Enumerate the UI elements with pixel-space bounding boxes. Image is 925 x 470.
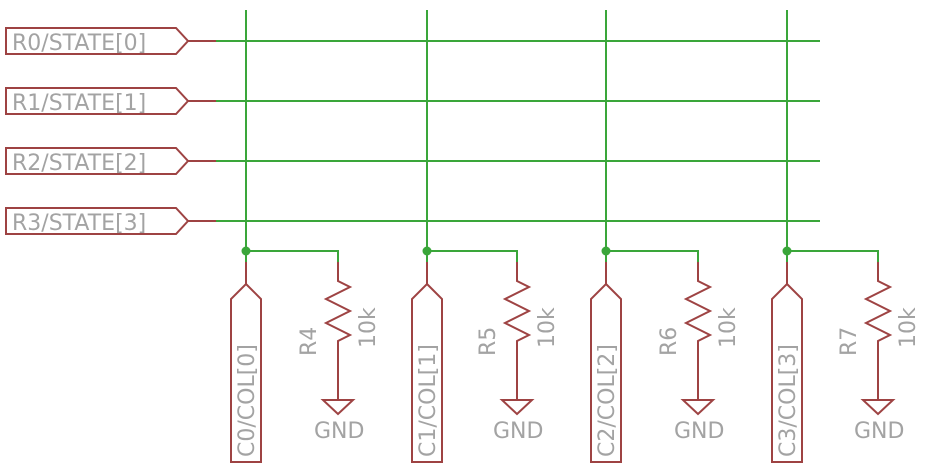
- column-port-1: C1/COL[1]: [411, 262, 443, 463]
- port-flag-shape: [411, 282, 443, 463]
- column-port-label: C2/COL[2]: [595, 344, 620, 457]
- resistor-value: 10k: [716, 307, 741, 348]
- row-port-label: R0/STATE[0]: [12, 31, 146, 56]
- ground-symbol: [680, 399, 716, 416]
- resistor-r4: R4 10k GND: [297, 262, 381, 444]
- port-flag-shape: [590, 282, 622, 463]
- column-port-label: C3/COL[3]: [776, 344, 801, 457]
- row-port-label: R1/STATE[1]: [12, 91, 146, 116]
- column-port-0: C0/COL[0]: [230, 262, 262, 463]
- ground-label: GND: [314, 419, 364, 444]
- resistor-symbol: [863, 262, 893, 400]
- port-flag-shape: [5, 147, 190, 175]
- pulldown-net-2: [606, 250, 699, 281]
- resistor-value: 10k: [896, 307, 921, 348]
- column-port-label: C1/COL[1]: [416, 344, 441, 457]
- resistor-value: 10k: [356, 307, 381, 348]
- junctions: [241, 246, 792, 256]
- resistor-symbol: [683, 262, 713, 400]
- resistor-r7: R7 10k GND: [837, 262, 921, 444]
- junction-dot: [782, 246, 792, 256]
- resistor-value: 10k: [535, 307, 560, 348]
- ground-label: GND: [493, 419, 543, 444]
- pulldown-resistors: R4 10k GND R5 10k GND R6 10k GND R7 10k …: [297, 262, 921, 444]
- row-port-label: R2/STATE[2]: [12, 151, 146, 176]
- pulldown-net-1: [427, 250, 518, 281]
- ground-symbol: [860, 399, 896, 416]
- resistor-designator: R5: [476, 327, 501, 356]
- column-port-2: C2/COL[2]: [590, 262, 622, 463]
- row-port-3: R3/STATE[3]: [5, 207, 216, 236]
- port-flag-shape: [5, 207, 190, 235]
- row-nets: [188, 40, 820, 222]
- column-port-label: C0/COL[0]: [235, 344, 260, 457]
- row-ports: R0/STATE[0] R1/STATE[1] R2/STATE[2] R3/S…: [5, 27, 216, 236]
- pulldown-net-3: [787, 250, 879, 281]
- column-nets: [245, 10, 788, 284]
- column-port-3: C3/COL[3]: [771, 262, 803, 463]
- ground-label: GND: [854, 419, 904, 444]
- row-port-1: R1/STATE[1]: [5, 87, 216, 116]
- port-flag-shape: [5, 87, 190, 115]
- ground-label: GND: [674, 419, 724, 444]
- resistor-symbol: [323, 262, 353, 400]
- column-ports: C0/COL[0] C1/COL[1] C2/COL[2] C3/COL[3]: [230, 262, 803, 463]
- row-port-label: R3/STATE[3]: [12, 211, 146, 236]
- junction-dot: [601, 246, 611, 256]
- resistor-r5: R5 10k GND: [476, 262, 560, 444]
- port-flag-shape: [771, 282, 803, 463]
- row-port-2: R2/STATE[2]: [5, 147, 216, 176]
- resistor-symbol: [502, 262, 532, 400]
- ground-symbol: [320, 399, 356, 416]
- ground-symbol: [499, 399, 535, 416]
- pulldown-nets: [246, 250, 879, 281]
- row-port-0: R0/STATE[0]: [5, 27, 216, 56]
- resistor-r6: R6 10k GND: [657, 262, 741, 444]
- port-flag-shape: [230, 282, 262, 463]
- junction-dot: [422, 246, 432, 256]
- port-flag-shape: [5, 27, 190, 55]
- resistor-designator: R7: [837, 327, 862, 356]
- resistor-designator: R6: [657, 327, 682, 356]
- resistor-designator: R4: [297, 327, 322, 356]
- pulldown-net-0: [246, 250, 339, 281]
- junction-dot: [241, 246, 251, 256]
